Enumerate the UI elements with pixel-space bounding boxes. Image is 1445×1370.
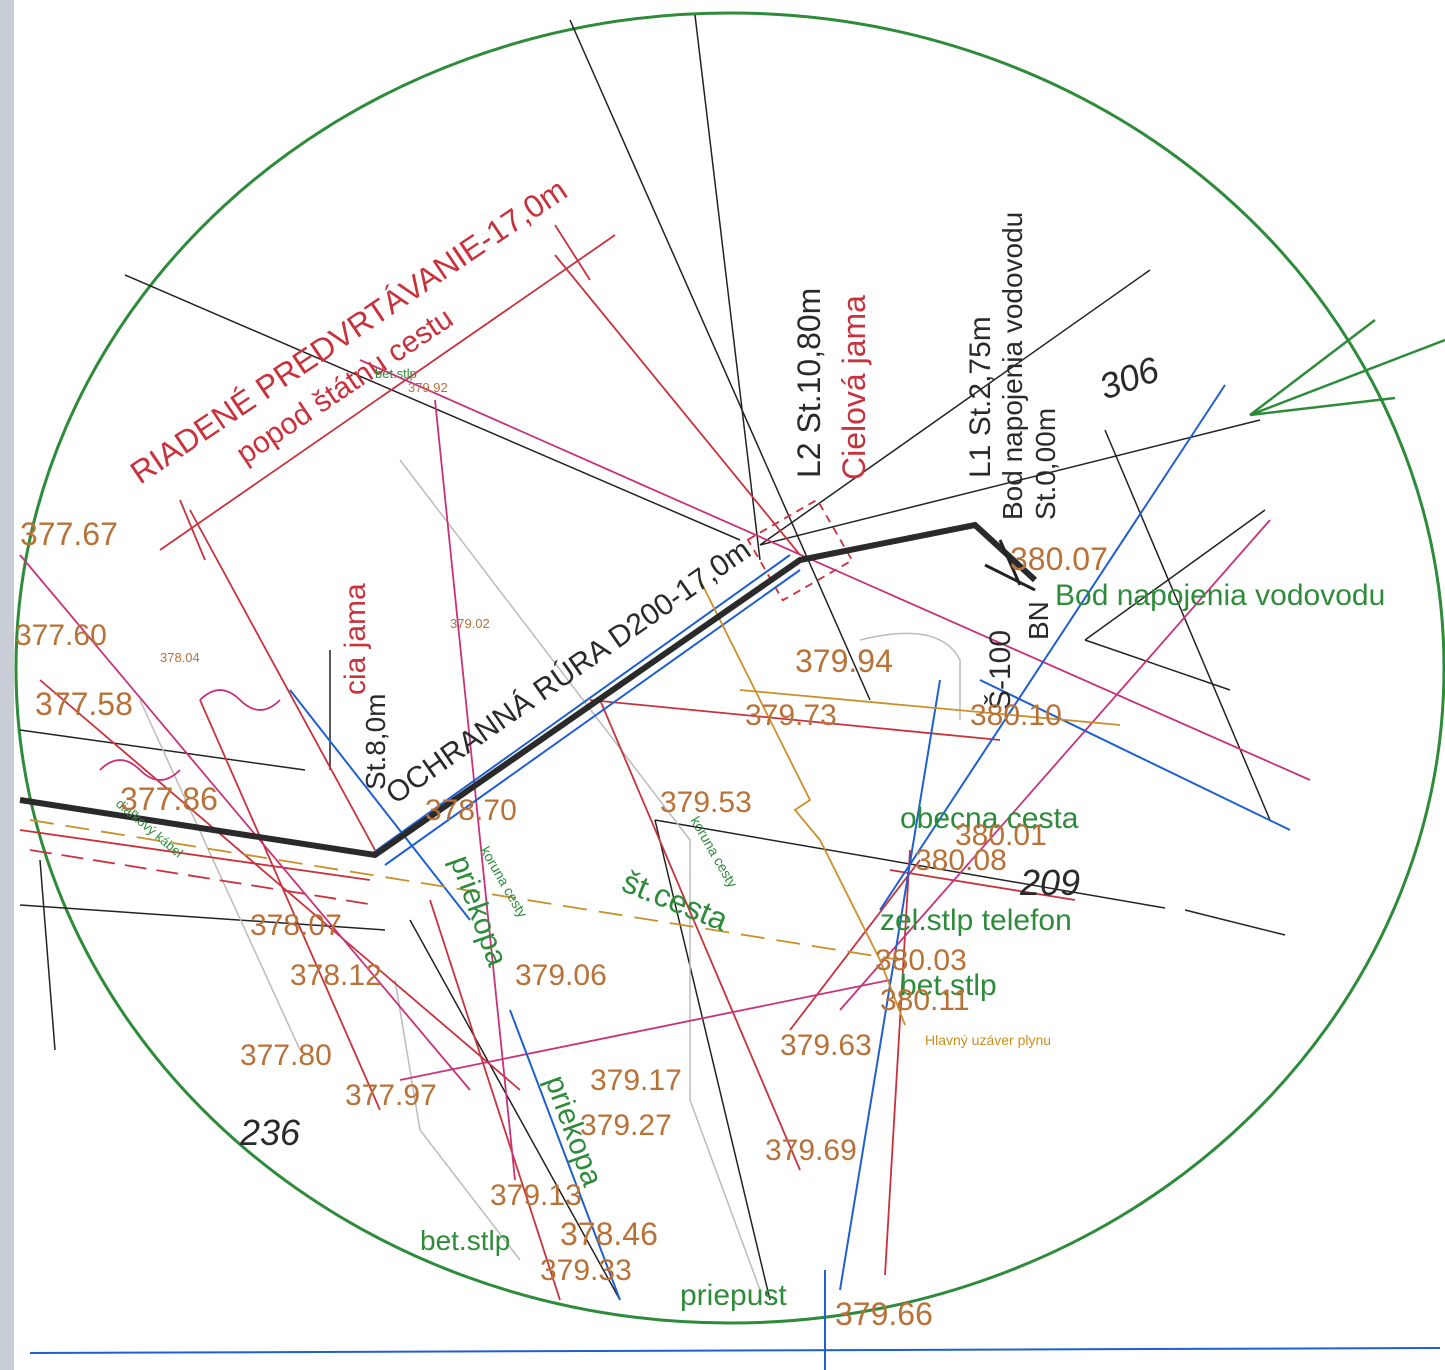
water-main <box>29 384 1441 1370</box>
elevation-label: 378.04 <box>160 650 200 665</box>
parcel-number: 209 <box>1019 862 1080 903</box>
elevation-label: 380.11 <box>880 984 970 1017</box>
detail-circle <box>14 11 1445 1325</box>
shaft: Š-100 <box>983 630 1017 710</box>
parcel-number: 236 <box>239 1112 301 1153</box>
feature-label: bet.stlp <box>420 1225 510 1256</box>
elevation-label: 379.06 <box>515 959 607 992</box>
connection-station: L1 St.2,75m <box>964 316 997 478</box>
elevation-label: 379.27 <box>580 1109 672 1142</box>
gas-line <box>29 579 1121 1026</box>
elevation-label: 379.69 <box>765 1134 857 1167</box>
scan-edge <box>0 0 14 1370</box>
target-station: L2 St.10,80m <box>791 288 827 478</box>
elevation-label: 379.66 <box>835 1296 933 1332</box>
elevation-label: 378.46 <box>560 1216 658 1252</box>
connection-mark <box>984 539 1036 592</box>
feature-label: bet.stlp <box>900 969 997 1002</box>
elevation-label: 380.01 <box>955 819 1047 852</box>
target-name: Cielová jama <box>836 295 872 480</box>
elevation-label: 377.58 <box>35 686 133 722</box>
road-edges <box>139 459 961 1291</box>
elevation-label: 379.94 <box>795 643 893 679</box>
elevation-label: 380.07 <box>1010 541 1108 577</box>
feature-label: Hlavný uzáver plynu <box>925 1032 1051 1048</box>
start-station: St.8,0m <box>360 694 391 790</box>
detail-arrow <box>1249 319 1445 417</box>
elevation-label: 378.70 <box>425 794 517 827</box>
connection-name: Bod napojenia vodovodu <box>997 212 1028 520</box>
elevation-label: 379.17 <box>590 1064 682 1097</box>
elevation-label: 379.13 <box>490 1179 582 1212</box>
elevation-label: 379.53 <box>660 786 752 819</box>
elevation-label: 379.33 <box>540 1254 632 1287</box>
elevation-label: 380.03 <box>875 944 967 977</box>
connection-point: Bod napojenia vodovodu <box>1055 579 1385 612</box>
elevation-label: 378.12 <box>290 959 382 992</box>
elevation-label: 379.02 <box>450 616 490 631</box>
elevation-label: 379.73 <box>745 699 837 732</box>
elevation-label: 377.80 <box>240 1039 332 1072</box>
parcel-lines <box>19 14 1286 1301</box>
bn-mark: BN <box>1023 601 1054 640</box>
feature-label: priepust <box>680 1279 787 1312</box>
elevation-label: 378.07 <box>250 909 342 942</box>
linework <box>14 11 1445 1370</box>
feature-label: zel.stlp telefon <box>880 904 1072 937</box>
feature-label: bet.stlp <box>375 366 417 381</box>
utility-magenta <box>19 359 1311 1181</box>
elevation-label: 379.92 <box>408 380 448 395</box>
elevation-label: 377.60 <box>15 619 107 652</box>
elevation-label: 377.67 <box>20 516 118 552</box>
elevation-label: 377.86 <box>120 781 218 817</box>
elevation-label: 380.08 <box>915 844 1007 877</box>
elevation-label: 377.97 <box>345 1079 437 1112</box>
start-name: cia jama <box>339 583 372 695</box>
elevation-label: 379.63 <box>780 1029 872 1062</box>
feature-label: obecna cesta <box>900 802 1079 835</box>
protection-pipe <box>19 521 1038 859</box>
elevation-label: 380.10 <box>970 699 1062 732</box>
connection-start: St.0,00m <box>1030 408 1061 520</box>
